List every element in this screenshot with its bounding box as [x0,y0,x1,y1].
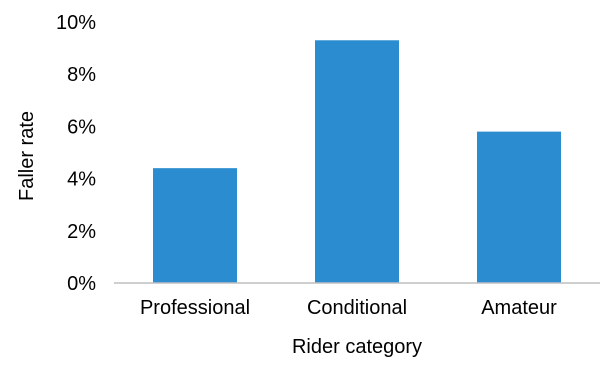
bar-amateur [477,131,561,283]
bar-conditional [315,40,399,283]
y-tick-label: 2% [67,221,96,243]
y-tick-label: 0% [67,273,96,295]
y-axis-ticks: 0% 2% 4% 6% 8% 10% [56,12,96,295]
y-tick-label: 6% [67,116,96,138]
x-tick-label: Professional [140,297,250,319]
x-tick-label: Conditional [307,297,407,319]
y-tick-label: 10% [56,12,96,34]
x-tick-label: Amateur [481,297,557,319]
y-axis-label: Faller rate [16,111,38,201]
x-axis-ticks: Professional Conditional Amateur [140,297,557,319]
bars-group [153,40,561,283]
bar-professional [153,168,237,283]
y-tick-label: 4% [67,169,96,191]
x-axis-label: Rider category [292,336,422,358]
y-tick-label: 8% [67,64,96,86]
